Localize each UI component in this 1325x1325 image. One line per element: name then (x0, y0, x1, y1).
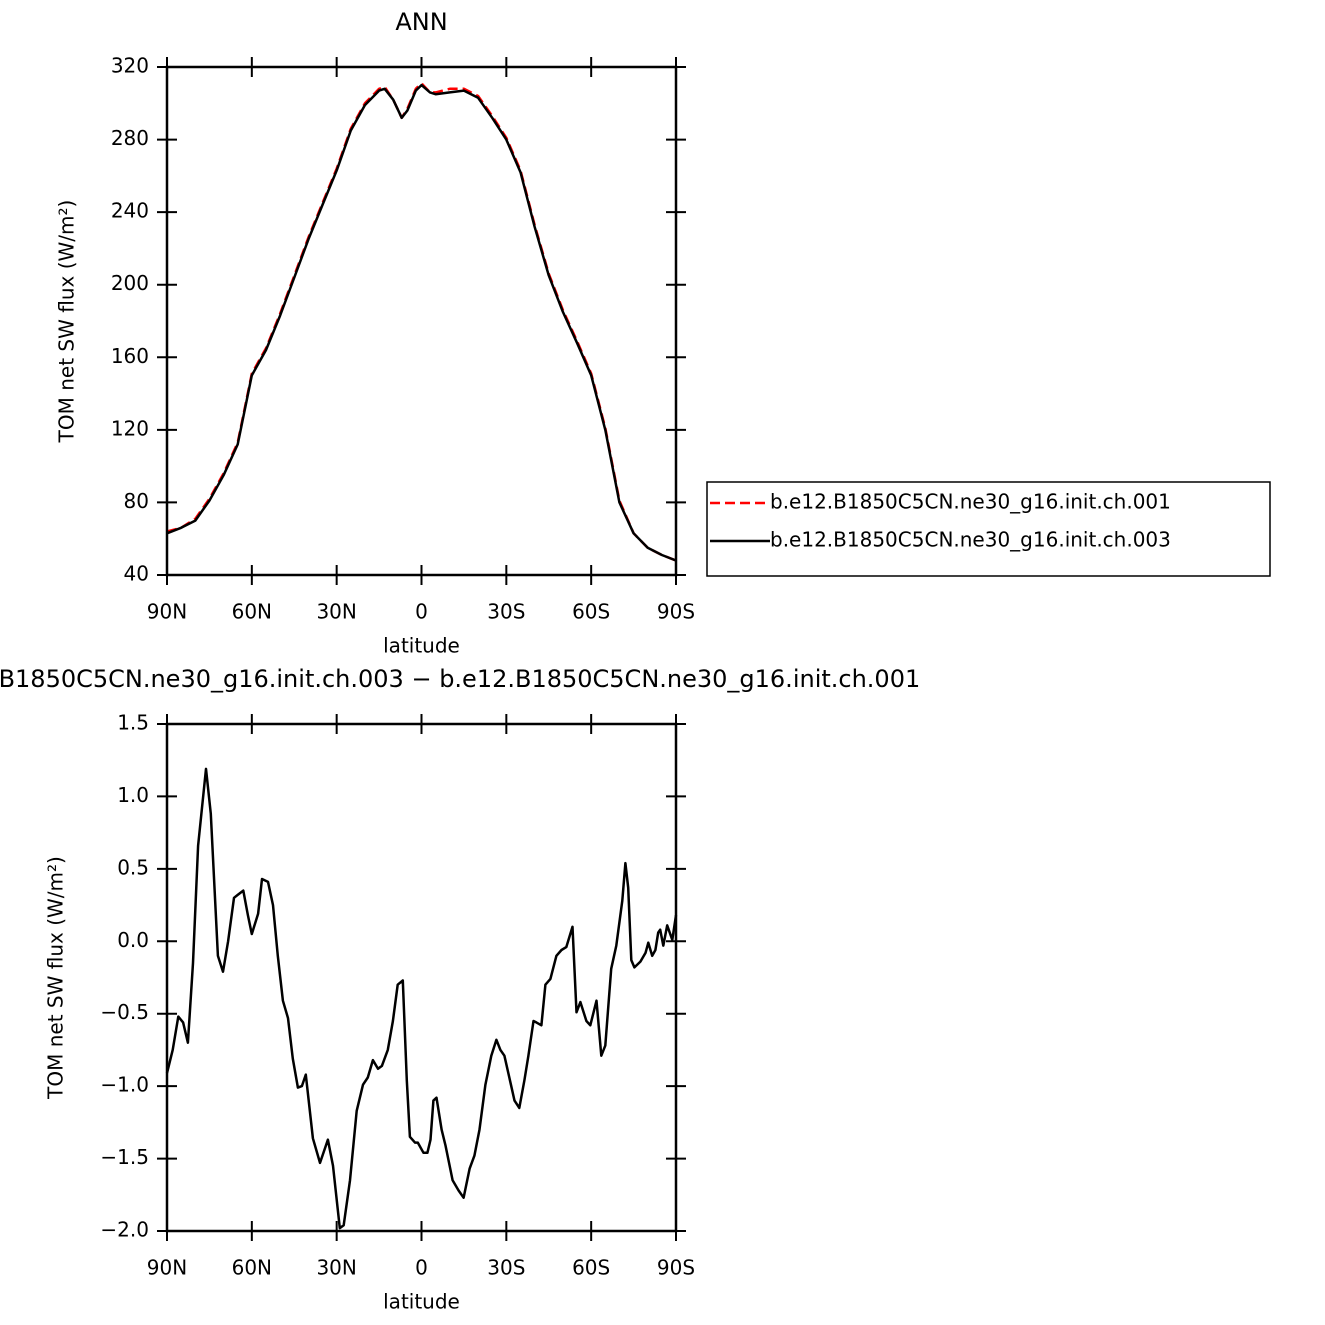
chart-title: ANN (395, 8, 447, 36)
x-tick-label: 30N (316, 600, 356, 624)
x-tick-label: 60S (572, 1256, 610, 1280)
y-tick-label: 1.0 (117, 783, 149, 807)
y-tick-label: 1.5 (117, 711, 149, 735)
plot-frame (165, 722, 678, 1233)
x-tick-label: 30S (487, 1256, 525, 1280)
legend-box (706, 481, 1271, 577)
x-tick-label: 60S (572, 600, 610, 624)
y-tick-label: 80 (124, 489, 149, 513)
x-axis-label: latitude (383, 1290, 460, 1314)
x-tick-label: 90N (147, 600, 187, 624)
data-line (166, 82, 677, 562)
y-tick-label: 240 (111, 199, 149, 223)
x-axis-label: latitude (383, 634, 460, 658)
chart-title: b.e12.B1850C5CN.ne30_g16.init.ch.003 − b… (0, 665, 920, 693)
y-tick-label: −1.5 (100, 1145, 149, 1169)
y-tick-label: 120 (111, 416, 149, 440)
x-tick-label: 90S (657, 1256, 695, 1280)
data-line (166, 83, 677, 562)
x-tick-label: 0 (415, 600, 428, 624)
y-tick-label: 160 (111, 344, 149, 368)
x-tick-label: 60N (232, 1256, 272, 1280)
x-tick-label: 30S (487, 600, 525, 624)
data-line (165, 767, 678, 1230)
y-tick-label: −1.0 (100, 1073, 149, 1097)
x-tick-label: 90S (657, 600, 695, 624)
y-tick-label: 280 (111, 126, 149, 150)
x-tick-label: 0 (415, 1256, 428, 1280)
x-tick-label: 90N (147, 1256, 187, 1280)
y-tick-label: 200 (111, 271, 149, 295)
y-tick-label: 320 (111, 54, 149, 78)
legend-label: b.e12.B1850C5CN.ne30_g16.init.ch.003 (770, 528, 1171, 552)
y-tick-label: 0.5 (117, 855, 149, 879)
plot-frame (165, 65, 678, 577)
y-tick-label: 0.0 (117, 928, 149, 952)
y-axis-label: TOM net SW flux (W/m²) (55, 200, 79, 444)
y-tick-label: −2.0 (100, 1218, 149, 1242)
y-tick-label: 40 (124, 562, 149, 586)
y-axis-label: TOM net SW flux (W/m²) (44, 856, 68, 1100)
legend-label: b.e12.B1850C5CN.ne30_g16.init.ch.001 (770, 490, 1171, 514)
x-tick-label: 60N (232, 600, 272, 624)
y-tick-label: −0.5 (100, 1000, 149, 1024)
x-tick-label: 30N (316, 1256, 356, 1280)
